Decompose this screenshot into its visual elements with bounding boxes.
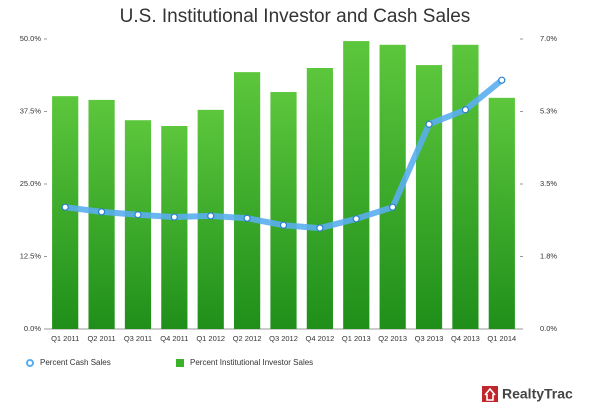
- y2-tick-label: 5.3%: [540, 106, 557, 115]
- line-point: [61, 203, 69, 211]
- y2-tick-label: 1.8%: [540, 251, 557, 260]
- x-tick-label: Q3 2012: [269, 334, 298, 343]
- y-tick-label: 37.5%: [20, 106, 42, 115]
- x-tick-label: Q1 2011: [51, 334, 79, 343]
- x-tick-label: Q4 2012: [305, 334, 334, 343]
- logo: RealtyTrac: [482, 386, 573, 402]
- line-point: [97, 208, 106, 216]
- legend-marker: [176, 359, 184, 367]
- bar: [52, 96, 79, 330]
- y2-tick-label: 0.0%: [540, 324, 557, 333]
- line-point: [461, 106, 470, 114]
- chart-title: U.S. Institutional Investor and Cash Sal…: [120, 6, 471, 27]
- y-tick-label: 50.0%: [20, 34, 42, 43]
- line-point: [134, 211, 142, 219]
- x-tick-label: Q2 2013: [378, 334, 407, 343]
- y-tick-label: 12.5%: [20, 251, 42, 260]
- line-point: [352, 215, 360, 223]
- line-point: [498, 76, 506, 84]
- bar: [306, 68, 333, 329]
- x-tick-label: Q4 2013: [451, 334, 480, 343]
- y2-tick-label: 3.5%: [540, 179, 557, 188]
- y-tick-label: 0.0%: [24, 324, 41, 333]
- line-point: [316, 224, 324, 232]
- bar: [234, 72, 261, 330]
- x-tick-label: Q1 2012: [196, 334, 225, 343]
- logo-icon: [482, 386, 498, 402]
- line-point: [207, 212, 215, 220]
- x-tick-label: Q1 2014: [487, 334, 516, 343]
- y2-tick-label: 7.0%: [540, 34, 557, 43]
- x-tick-label: Q3 2013: [415, 334, 444, 343]
- line-point: [425, 120, 433, 128]
- x-tick-label: Q2 2011: [87, 334, 115, 343]
- bar: [488, 97, 515, 329]
- bar: [343, 41, 370, 329]
- bar: [452, 44, 479, 330]
- line-point: [279, 221, 288, 229]
- line-point: [389, 203, 397, 211]
- bar: [161, 126, 188, 329]
- legend-label: Percent Cash Sales: [40, 358, 111, 367]
- x-tick-label: Q4 2011: [160, 334, 188, 343]
- x-tick-label: Q1 2013: [342, 334, 371, 343]
- bar: [124, 120, 152, 329]
- line-point: [170, 213, 178, 221]
- bar: [270, 92, 297, 330]
- bar: [415, 65, 443, 329]
- y-tick-label: 25.0%: [20, 179, 42, 188]
- line-point: [243, 214, 251, 222]
- x-tick-label: Q3 2011: [124, 334, 152, 343]
- legend-label: Percent Institutional Investor Sales: [190, 358, 313, 367]
- legend-marker: [26, 359, 34, 367]
- logo-text: RealtyTrac: [502, 386, 573, 402]
- x-tick-label: Q2 2012: [233, 334, 262, 343]
